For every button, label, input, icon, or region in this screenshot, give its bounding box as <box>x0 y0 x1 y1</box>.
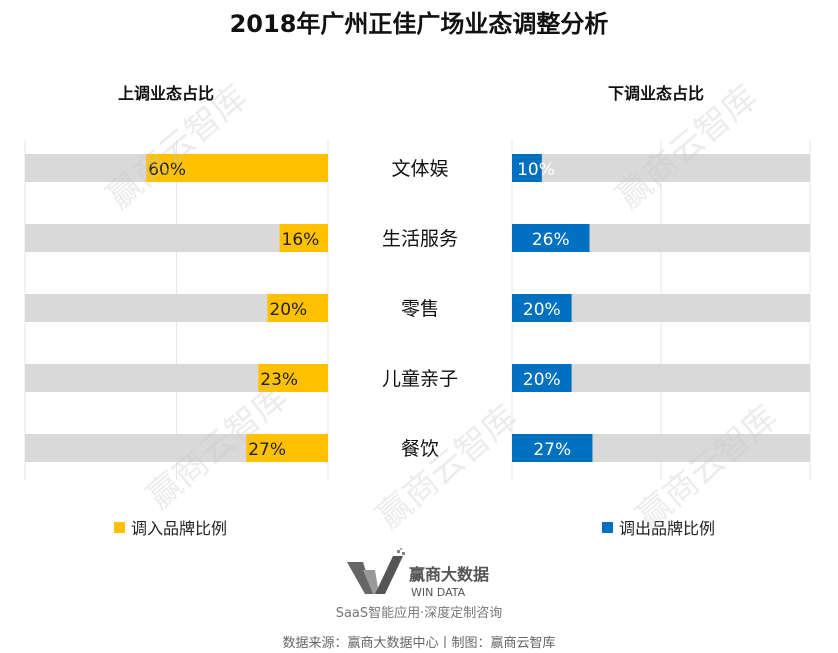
bar-track <box>25 224 328 252</box>
left-panel-title: 上调业态占比 <box>118 84 215 103</box>
category-label: 餐饮 <box>401 438 439 460</box>
win-data-logo: 赢商大数据 WIN DATA <box>345 548 495 600</box>
bar-outflow <box>512 224 590 252</box>
bar-inflow <box>146 154 328 182</box>
legend-label: 调入品牌比例 <box>131 519 228 538</box>
data-label: 20% <box>523 370 561 390</box>
logo-name-en: WIN DATA <box>411 586 466 599</box>
data-label: 60% <box>148 160 186 180</box>
data-label: 26% <box>532 230 570 250</box>
data-label: 10% <box>517 160 555 180</box>
data-label: 27% <box>533 440 571 460</box>
category-label: 零售 <box>401 298 439 320</box>
bar-track <box>512 154 810 182</box>
bar-outflow <box>512 434 593 462</box>
bar-inflow <box>258 364 328 392</box>
right-panel-title: 下调业态占比 <box>608 84 705 103</box>
legend-item-inflow: 调入品牌比例 <box>114 515 227 539</box>
legend-swatch-yellow <box>114 521 125 533</box>
legend-label: 调出品牌比例 <box>619 519 716 538</box>
bar-outflow <box>512 154 542 182</box>
category-label: 儿童亲子 <box>382 368 458 390</box>
category-label: 生活服务 <box>382 228 458 250</box>
slogan: SaaS智能应用·深度定制咨询 <box>335 606 503 621</box>
data-label: 16% <box>282 230 320 250</box>
legend-swatch-blue <box>602 521 613 533</box>
bar-inflow <box>267 294 328 322</box>
data-label: 27% <box>248 440 286 460</box>
bar-inflow <box>246 434 328 462</box>
logo-name-cn: 赢商大数据 <box>409 565 489 584</box>
bar-chart: 文体娱 60% 10% 生活服务 16% 26% 零售 20% 20% 儿童亲子 23% 20% 餐饮 2… <box>24 140 811 480</box>
bar-outflow <box>512 294 572 322</box>
category-label: 文体娱 <box>391 158 448 180</box>
chart-title: 2018年广州正佳广场业态调整分析 <box>229 10 609 38</box>
bar-outflow <box>512 364 572 392</box>
source-note: 数据来源：赢商大数据中心丨制图：赢商云智库 <box>282 636 556 651</box>
data-label: 23% <box>260 370 298 390</box>
data-label: 20% <box>269 300 307 320</box>
legend-item-outflow: 调出品牌比例 <box>602 515 715 539</box>
data-label: 20% <box>523 300 561 320</box>
bar-inflow <box>279 224 328 252</box>
